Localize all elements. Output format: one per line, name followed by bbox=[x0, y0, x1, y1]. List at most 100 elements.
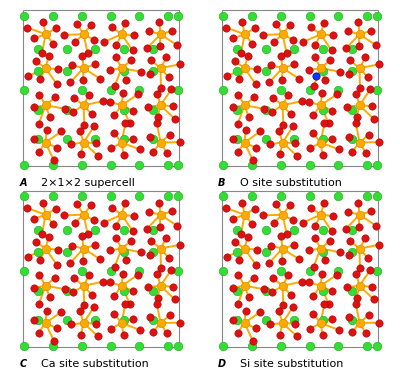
Point bbox=[260, 212, 266, 218]
Point bbox=[154, 114, 161, 120]
Point bbox=[80, 65, 87, 71]
Point bbox=[118, 31, 125, 37]
Point bbox=[356, 31, 363, 37]
Point bbox=[122, 77, 129, 83]
Point bbox=[174, 223, 180, 229]
Point bbox=[53, 145, 60, 151]
Point bbox=[165, 162, 171, 168]
Point bbox=[97, 76, 103, 82]
Point bbox=[80, 283, 87, 289]
Point bbox=[100, 98, 106, 104]
Point bbox=[39, 50, 45, 56]
Point bbox=[36, 301, 42, 307]
Point bbox=[70, 109, 76, 115]
Point bbox=[355, 200, 362, 206]
Point bbox=[154, 120, 160, 126]
Point bbox=[279, 65, 286, 71]
Point bbox=[177, 320, 183, 326]
Point bbox=[92, 321, 99, 327]
Point bbox=[320, 227, 326, 233]
Point bbox=[148, 238, 154, 244]
Point bbox=[257, 309, 264, 315]
Point bbox=[318, 31, 324, 37]
Point bbox=[318, 65, 324, 71]
Point bbox=[35, 330, 42, 336]
Point bbox=[147, 133, 153, 139]
Point bbox=[53, 25, 59, 31]
Point bbox=[364, 343, 370, 349]
Point bbox=[157, 31, 164, 37]
Point bbox=[364, 193, 370, 199]
Point bbox=[70, 289, 76, 295]
Point bbox=[254, 66, 260, 72]
Point bbox=[279, 139, 286, 146]
Point bbox=[92, 317, 99, 323]
Point bbox=[113, 42, 120, 48]
Point bbox=[234, 288, 240, 294]
Point bbox=[291, 62, 298, 68]
Point bbox=[330, 32, 336, 38]
Point bbox=[219, 268, 226, 274]
Point bbox=[266, 79, 272, 85]
Point bbox=[61, 212, 67, 218]
Point bbox=[36, 121, 42, 127]
Point bbox=[278, 233, 284, 240]
Point bbox=[284, 50, 290, 56]
Point bbox=[285, 272, 292, 278]
Point bbox=[355, 19, 362, 25]
Point bbox=[241, 31, 248, 37]
Point bbox=[273, 21, 279, 27]
Point bbox=[58, 309, 65, 315]
Point bbox=[336, 249, 343, 255]
Point bbox=[163, 55, 170, 61]
Point bbox=[376, 139, 382, 145]
Point bbox=[319, 152, 326, 158]
Point bbox=[356, 246, 363, 252]
Point bbox=[122, 120, 128, 126]
Point bbox=[344, 28, 351, 34]
Point bbox=[92, 227, 99, 233]
Point bbox=[121, 317, 127, 323]
Point bbox=[310, 112, 317, 118]
Point bbox=[71, 95, 77, 101]
Point bbox=[118, 65, 125, 71]
Point bbox=[42, 246, 49, 252]
Point bbox=[95, 153, 101, 159]
Point bbox=[318, 246, 324, 252]
Point bbox=[157, 139, 164, 146]
Point bbox=[321, 301, 328, 307]
Point bbox=[150, 227, 156, 233]
Point bbox=[150, 317, 156, 323]
Point bbox=[328, 228, 335, 234]
Point bbox=[278, 343, 284, 349]
Point bbox=[366, 312, 372, 318]
Point bbox=[363, 150, 369, 156]
Point bbox=[112, 83, 118, 89]
Point bbox=[42, 139, 49, 146]
Point bbox=[296, 76, 302, 82]
Point bbox=[46, 294, 53, 300]
Point bbox=[30, 105, 37, 111]
Point bbox=[50, 343, 56, 349]
Point bbox=[108, 146, 114, 152]
Point bbox=[42, 102, 49, 108]
Point bbox=[64, 68, 70, 74]
Point bbox=[168, 267, 175, 273]
Point bbox=[120, 152, 127, 158]
Point bbox=[111, 311, 117, 317]
Point bbox=[290, 217, 296, 223]
Point bbox=[306, 162, 313, 168]
Point bbox=[241, 65, 248, 71]
Point bbox=[130, 32, 137, 38]
Point bbox=[158, 85, 164, 91]
Point bbox=[166, 312, 173, 318]
Point bbox=[306, 99, 312, 105]
Point bbox=[53, 206, 59, 212]
Point bbox=[35, 227, 41, 233]
Point bbox=[262, 317, 269, 323]
Point bbox=[335, 87, 342, 93]
Point bbox=[154, 271, 160, 277]
Point bbox=[267, 141, 274, 147]
Point bbox=[88, 202, 94, 208]
Point bbox=[136, 12, 143, 18]
